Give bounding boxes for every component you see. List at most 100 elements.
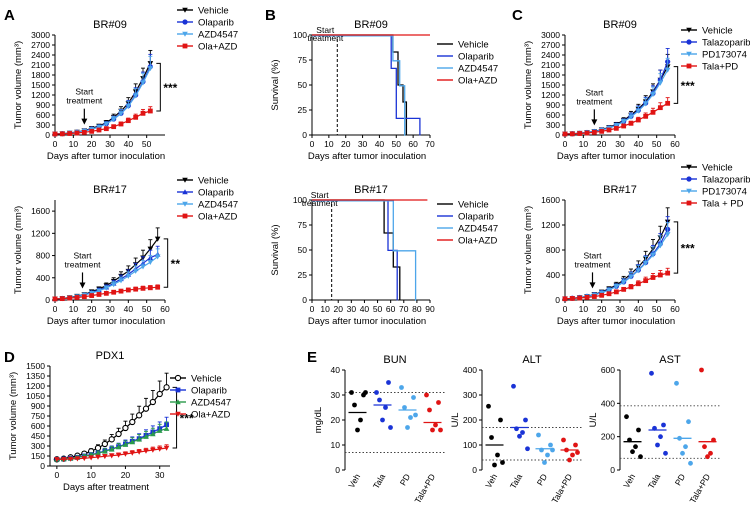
data-point xyxy=(115,452,122,458)
data-point xyxy=(628,114,634,120)
series-tala-pd xyxy=(562,97,671,137)
data-point xyxy=(383,405,388,410)
y-tick-label: 300 xyxy=(31,441,45,451)
x-tick-label: 10 xyxy=(69,139,79,149)
panel-label-b: B xyxy=(265,7,276,24)
legend-label: AZD4547 xyxy=(198,200,238,211)
legend-swatch-marker xyxy=(182,43,188,49)
data-point xyxy=(665,100,671,106)
data-point xyxy=(54,457,60,463)
y-tick-label: 0 xyxy=(45,295,50,305)
data-point xyxy=(399,385,404,390)
chart-title: BR#09 xyxy=(603,19,637,31)
legend-swatch-marker xyxy=(686,176,692,182)
y-tick-label: 0 xyxy=(45,130,50,140)
data-point xyxy=(686,419,691,425)
data-point xyxy=(59,131,65,137)
data-point xyxy=(562,131,568,137)
x-tick-label: 30 xyxy=(358,139,368,149)
data-point xyxy=(500,460,505,465)
x-tick-label: 0 xyxy=(563,304,568,314)
data-point xyxy=(650,275,656,280)
data-point xyxy=(664,67,671,73)
data-point xyxy=(624,414,629,420)
data-point xyxy=(606,287,612,293)
series-ola-azd xyxy=(52,106,153,137)
y-axis-title: mg/dL xyxy=(313,407,324,433)
group-pd: PD xyxy=(535,432,555,487)
data-point xyxy=(149,398,157,406)
y-tick-label: 1500 xyxy=(31,80,50,90)
x-tick-label: 10 xyxy=(69,304,79,314)
data-point xyxy=(132,268,139,274)
x-tick-label: 70 xyxy=(399,304,409,314)
x-tick-label: 50 xyxy=(652,139,662,149)
legend-swatch-marker xyxy=(175,387,181,393)
legend-item-tala-pd: Tala + PD xyxy=(681,199,744,210)
x-tick-label: 50 xyxy=(392,139,402,149)
legend-label: Vehicle xyxy=(458,200,489,211)
start-treatment-label: Start xyxy=(585,87,604,97)
legend-label: Ola+AZD xyxy=(198,212,237,223)
group-veh: Veh xyxy=(621,414,643,490)
y-tick-label: 1200 xyxy=(31,90,50,100)
group-pd: PD xyxy=(673,380,693,487)
x-axis-title: Days after tumor inoculation xyxy=(557,316,675,327)
y-tick-label: 800 xyxy=(546,245,560,255)
data-point xyxy=(59,296,65,302)
category-label: Veh xyxy=(621,472,637,490)
legend-item-tala-pd: Tala+PD xyxy=(681,62,738,73)
data-point xyxy=(118,288,124,294)
data-point xyxy=(536,432,541,438)
x-tick-label: 20 xyxy=(341,139,351,149)
y-tick-label: 300 xyxy=(546,120,560,130)
chart-title: BUN xyxy=(383,354,406,366)
data-point xyxy=(122,441,129,447)
y-tick-label: 1500 xyxy=(26,361,45,371)
data-point xyxy=(584,294,590,300)
legend-label: Ola+AZD xyxy=(458,76,497,87)
x-axis-title: Days after treatment xyxy=(63,482,149,493)
data-point xyxy=(103,290,109,296)
data-point xyxy=(388,425,393,430)
data-point xyxy=(411,395,416,400)
start-treatment-label: treatment xyxy=(65,259,102,269)
y-tick-label: 600 xyxy=(546,110,560,120)
data-point xyxy=(427,407,432,413)
data-point xyxy=(155,284,161,290)
legend-item-vehicle: Vehicle xyxy=(177,176,229,187)
x-axis-title: Days after tumor inoculation xyxy=(47,151,165,162)
group-tala-pd: Tala+PD xyxy=(412,392,443,505)
data-point xyxy=(111,124,117,130)
legend-swatch-marker xyxy=(174,374,182,382)
x-tick-label: 20 xyxy=(87,304,97,314)
data-point xyxy=(142,405,150,412)
x-tick-label: 20 xyxy=(121,470,131,480)
x-tick-label: 50 xyxy=(142,139,152,149)
data-point xyxy=(163,384,170,391)
data-point xyxy=(163,445,170,451)
category-label: Tala xyxy=(646,472,663,491)
chart-b-top: 0 25 50 75 100 0 10 20 30 40 50 60 70 Days after tumo… xyxy=(270,19,498,162)
legend-item-azd4547: AZD4547 xyxy=(437,64,498,75)
legend-label: AZD4547 xyxy=(458,64,498,75)
data-point xyxy=(147,246,154,252)
data-point xyxy=(486,403,491,409)
x-axis-title: Days after tumor inoculation xyxy=(557,151,675,162)
data-point xyxy=(156,390,163,398)
category-label: PD xyxy=(673,472,688,487)
data-point xyxy=(613,125,619,131)
legend-label: Vehicle xyxy=(702,163,733,174)
data-point xyxy=(103,121,110,127)
significance-bracket xyxy=(156,62,161,112)
group-tala: Tala xyxy=(371,380,393,491)
data-point xyxy=(380,417,385,423)
y-tick-label: 300 xyxy=(463,390,477,400)
data-point xyxy=(643,278,649,284)
y-tick-label: 2100 xyxy=(31,60,50,70)
x-tick-label: 10 xyxy=(86,470,96,480)
y-tick-label: 0 xyxy=(472,465,477,475)
start-treatment-arrowhead xyxy=(591,119,598,126)
start-treatment-label: Start xyxy=(311,190,330,200)
data-point xyxy=(642,260,649,266)
